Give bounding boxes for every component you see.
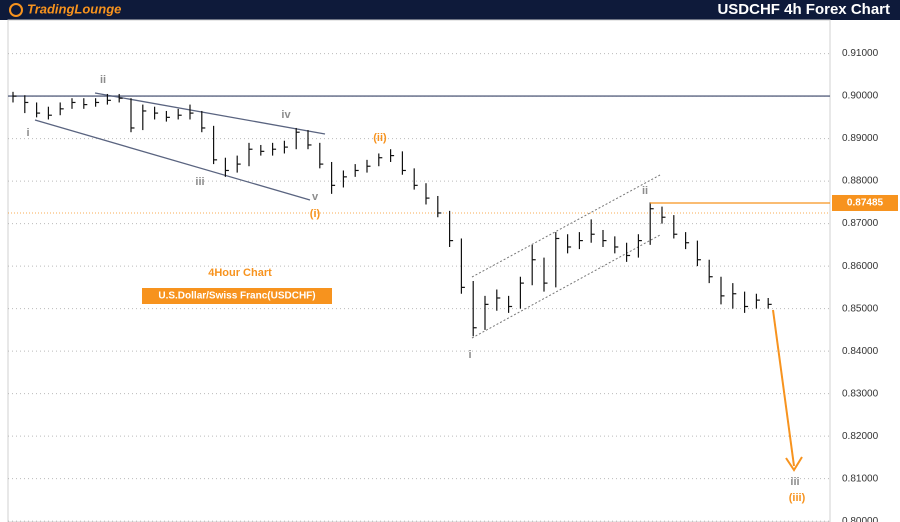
channel-line [94,92,326,135]
arrow-head [785,456,803,472]
price-label: 0.87485 [847,198,884,209]
wave-label: v [312,191,319,203]
plot-frame [7,19,831,522]
wave-label: (iii) [789,492,806,504]
y-tick-label: 0.91000 [842,48,879,59]
wave-label: (i) [310,208,321,220]
logo-icon [9,3,23,17]
wave-label: iii [195,176,204,188]
y-tick-label: 0.82000 [842,431,879,442]
header-bar [0,0,900,20]
y-tick-label: 0.81000 [842,473,879,484]
y-tick-label: 0.84000 [842,346,879,357]
y-tick-label: 0.80000 [842,516,879,522]
wave-label: i [26,127,29,139]
channel-line [34,119,311,201]
instrument-box [142,288,332,304]
y-tick-label: 0.83000 [842,388,879,399]
wave-label: iv [281,109,291,121]
channel-line [471,234,661,339]
price-box [832,194,898,211]
chart-title: USDCHF 4h Forex Chart [717,1,890,18]
instrument-label: U.S.Dollar/Swiss Franc(USDCHF) [158,291,315,302]
y-tick-label: 0.90000 [842,91,879,102]
channel-line [471,174,661,278]
chart-subtitle: 4Hour Chart [208,267,272,279]
projection-arrow [772,309,795,467]
wave-label: i [468,349,471,361]
wave-label: ii [642,185,648,197]
y-tick-label: 0.89000 [842,133,879,144]
brand: TradingLounge [27,1,121,16]
y-tick-label: 0.88000 [842,176,879,187]
wave-label: (ii) [373,132,387,144]
wave-label: iii [790,476,799,488]
y-tick-label: 0.85000 [842,303,879,314]
y-tick-label: 0.86000 [842,261,879,272]
wave-label: ii [100,74,106,86]
y-tick-label: 0.87000 [842,218,879,229]
